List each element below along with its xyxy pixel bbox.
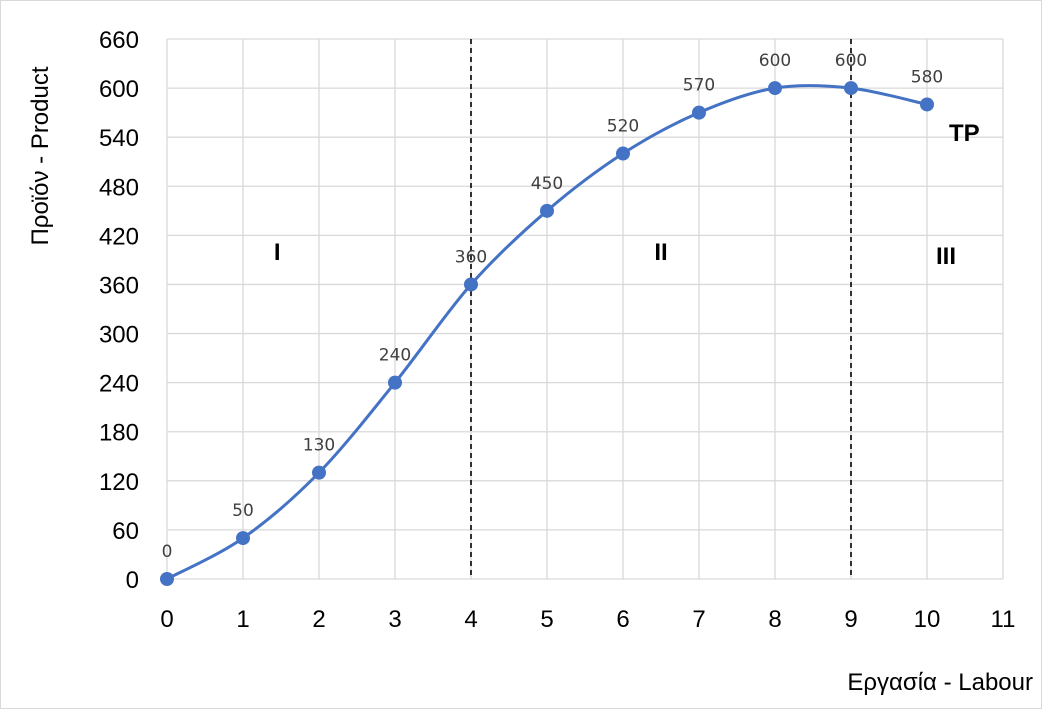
region-label: III (936, 243, 956, 270)
x-tick-label: 0 (160, 606, 173, 633)
y-tick-label: 0 (126, 567, 139, 594)
x-tick-label: 9 (844, 606, 857, 633)
y-tick-label: 360 (99, 272, 139, 299)
grid (166, 38, 1004, 580)
x-tick-label: 5 (540, 606, 553, 633)
data-label: 570 (683, 76, 715, 96)
x-tick-label: 1 (236, 606, 249, 633)
data-label: 360 (455, 247, 487, 267)
data-labels: 0 50 130 240 360 450 520 570 600 600 580 (162, 51, 944, 562)
y-tick-label: 180 (99, 420, 139, 447)
y-tick-label: 600 (99, 76, 139, 103)
y-tick-label: 240 (99, 371, 139, 398)
data-label: 50 (232, 501, 254, 521)
y-tick-label: 60 (112, 518, 139, 545)
y-tick-label: 540 (99, 125, 139, 152)
region-labels: I II III (274, 239, 956, 270)
data-point (616, 146, 630, 161)
data-point (692, 105, 706, 120)
data-point (236, 531, 250, 546)
x-tick-label: 6 (616, 606, 629, 633)
y-tick-label: 420 (99, 223, 139, 250)
x-tick-labels: 0 1 2 3 4 5 6 7 8 9 10 11 (160, 606, 1015, 633)
data-point (464, 277, 478, 292)
data-point (844, 81, 858, 96)
x-tick-label: 11 (991, 606, 1016, 633)
data-label: 0 (162, 542, 173, 562)
x-axis-title: Εργασία - Labour (847, 669, 1033, 696)
y-tick-label: 660 (99, 27, 139, 54)
y-tick-label: 480 (99, 174, 139, 201)
data-point (388, 375, 402, 390)
data-label: 600 (835, 51, 867, 71)
data-point (540, 203, 554, 218)
x-tick-label: 7 (692, 606, 705, 633)
data-label: 600 (759, 51, 791, 71)
x-tick-label: 8 (768, 606, 781, 633)
data-point (160, 572, 174, 586)
region-label: I (274, 239, 281, 266)
series-name-label: TP (949, 120, 980, 147)
x-tick-label: 3 (388, 606, 401, 633)
region-label: II (654, 239, 667, 266)
x-tick-label: 10 (914, 606, 941, 633)
x-tick-label: 2 (312, 606, 325, 633)
data-point (768, 81, 782, 96)
x-tick-label: 4 (464, 606, 477, 633)
data-label: 130 (303, 436, 335, 456)
y-tick-label: 120 (99, 469, 139, 496)
data-label: 520 (607, 117, 639, 137)
y-tick-labels: 0 60 120 180 240 300 360 420 480 540 600 660 (99, 27, 139, 594)
data-label: 580 (911, 67, 943, 87)
data-points (160, 81, 934, 586)
data-point (920, 97, 934, 112)
region-dividers (470, 39, 852, 579)
y-tick-label: 300 (99, 322, 139, 349)
data-label: 240 (379, 346, 411, 366)
y-axis-title: Προϊόν - Product (27, 66, 54, 245)
data-label: 450 (531, 174, 563, 194)
data-point (312, 465, 326, 480)
